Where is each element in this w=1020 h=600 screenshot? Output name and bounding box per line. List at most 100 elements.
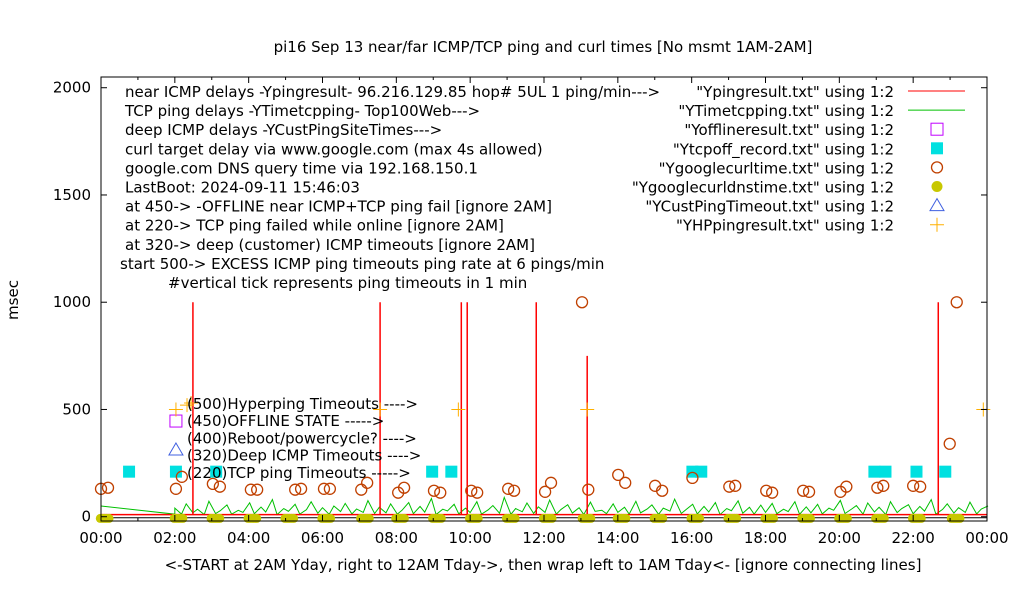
dns-time-point: [658, 513, 668, 523]
curl-time-point: [175, 470, 188, 483]
annotation-line: start 500-> EXCESS ICMP ping timeouts pi…: [120, 255, 604, 273]
dns-time-point: [436, 513, 446, 523]
curl-time-point: [802, 485, 816, 498]
dns-time-point: [289, 513, 299, 523]
dns-time-point: [806, 513, 816, 523]
tcp-off-point: [868, 465, 881, 478]
curl-time-point: [943, 437, 956, 450]
legend-label: "Ygooglecurldnstime.txt" using 1:2: [632, 179, 894, 197]
legend-label: "YTimetcpping.txt" using 1:2: [678, 102, 894, 120]
x-tick-label: 14:00: [596, 529, 639, 547]
dns-time-point: [104, 513, 114, 523]
curl-time-point: [538, 485, 552, 498]
legend-label: "Ygooglecurltime.txt" using 1:2: [659, 159, 894, 177]
curl-time-point: [294, 482, 308, 495]
curl-time-point: [397, 481, 411, 494]
x-tick-label: 20:00: [818, 529, 861, 547]
marker-legend-label: (500)Hyperping Timeouts ---->: [187, 395, 418, 413]
marker-legend: (500)Hyperping Timeouts ---->(450)OFFLIN…: [187, 395, 421, 482]
annotation-line: google.com DNS query time via 192.168.15…: [125, 159, 478, 177]
legend-label: "YHPpingresult.txt" using 1:2: [676, 217, 894, 235]
dns-time-point: [399, 513, 409, 523]
tcp-off-point: [910, 465, 923, 478]
legend-label: "Yofflineresult.txt" using 1:2: [684, 121, 894, 139]
tcp-off-point: [426, 465, 439, 478]
curl-time-point: [355, 483, 368, 496]
dns-time-point: [695, 513, 705, 523]
annotation-line: curl target delay via www.google.com (ma…: [125, 140, 543, 158]
legend-label: "Ytcpoff_record.txt" using 1:2: [673, 140, 894, 159]
dns-time-point: [178, 513, 188, 523]
curl-time-point: [169, 482, 183, 495]
curl-time-point: [729, 479, 742, 492]
hp-ping-point: [580, 402, 595, 417]
axis-ticks: 00:00 02:00 04:00 06:00 08:00 10:00 12:00 14:00…: [53, 77, 1009, 547]
tcp-off-point: [445, 465, 458, 478]
tcp-ping-line: [100, 495, 989, 516]
curl-time-point: [582, 483, 595, 496]
x-tick-label: 04:00: [227, 529, 270, 547]
curl-time-point: [465, 484, 478, 497]
curl-time-point: [206, 477, 220, 491]
x-tick-label: 02:00: [153, 529, 196, 547]
legend-filled-square-swatch: [931, 142, 943, 155]
annotation-line: deep ICMP delays -YCustPingSiteTimes--->: [125, 121, 442, 139]
curl-time-point: [251, 483, 264, 496]
x-tick-label: 08:00: [375, 529, 418, 547]
annotations: near ICMP delays -Ypingresult- 96.216.12…: [120, 83, 660, 292]
dns-time-point: [769, 513, 779, 523]
dns-time-point: [586, 513, 596, 523]
curl-time-point: [471, 486, 484, 499]
x-tick-label: 06:00: [301, 529, 344, 547]
hp-ping-point: [451, 402, 466, 417]
legend: "Ypingresult.txt" using 1:2"YTimetcpping…: [632, 83, 965, 235]
marker-legend-label: (450)OFFLINE STATE ----->: [187, 412, 384, 430]
hp-ping-point: [184, 396, 199, 411]
hp-ping-point: [180, 398, 195, 413]
offline-point: [169, 414, 183, 428]
legend-open-square-swatch: [930, 122, 944, 136]
tcp-off-point: [695, 465, 708, 478]
dns-time-point: [732, 513, 742, 523]
curl-time-point: [871, 481, 884, 494]
annotation-line: at 320-> deep (customer) ICMP timeouts […: [125, 236, 535, 254]
curl-time-point: [317, 482, 331, 495]
x-tick-label: 16:00: [670, 529, 713, 547]
curl-time-point: [797, 484, 810, 497]
dns-time-point: [215, 513, 225, 523]
curl-time-point: [765, 486, 779, 499]
curl-time-point: [434, 486, 447, 499]
dns-time-point: [510, 513, 520, 523]
x-tick-label: 18:00: [744, 529, 787, 547]
y-tick-label: 2000: [53, 79, 91, 97]
curl-time-point: [323, 482, 337, 495]
legend-filled-circle-swatch: [931, 181, 943, 192]
dns-time-point: [547, 513, 557, 523]
tcp-off-point: [169, 465, 182, 478]
y-tick-label: 0: [81, 508, 91, 526]
tcp-off-point: [210, 465, 223, 478]
y-tick-label: 1500: [53, 186, 91, 204]
marker-legend-label: (400)Reboot/powercycle? ---->: [187, 429, 417, 447]
legend-open-circle-swatch: [930, 161, 944, 174]
curl-time-point: [619, 476, 632, 489]
hp-ping-point: [373, 402, 388, 417]
dns-time-point: [473, 513, 483, 523]
legend-label: "Ypingresult.txt" using 1:2: [696, 83, 894, 101]
y-tick-label: 500: [62, 400, 91, 418]
curl-time-point: [427, 484, 441, 497]
y-tick-label: 1000: [53, 293, 91, 311]
x-tick-label: 10:00: [449, 529, 492, 547]
legend-plus-swatch: [930, 217, 944, 232]
dns-time-point: [916, 513, 926, 523]
dns-time-point: [326, 513, 336, 523]
marker-legend-label: (320)Deep ICMP Timeouts ---->: [187, 447, 421, 465]
legend-triangle-swatch: [929, 197, 945, 212]
x-axis-label: <-START at 2AM Yday, right to 12AM Tday-…: [165, 556, 922, 574]
annotation-line: TCP ping delays -YTimetcpping- Top100Web…: [124, 102, 480, 120]
curl-time-point: [213, 480, 227, 493]
curl-time-point: [760, 484, 773, 497]
x-tick-label: 00:00: [79, 529, 122, 547]
annotation-line: near ICMP delays -Ypingresult- 96.216.12…: [125, 83, 660, 101]
